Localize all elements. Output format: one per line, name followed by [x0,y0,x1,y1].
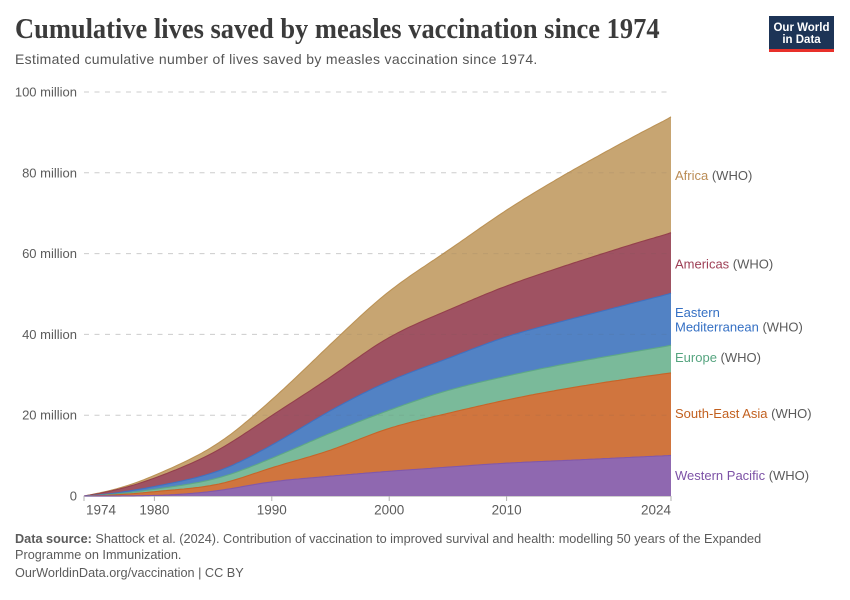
svg-text:100 million: 100 million [15,85,77,100]
svg-text:Americas (WHO): Americas (WHO) [675,257,773,272]
svg-text:0: 0 [70,489,77,504]
svg-text:Europe (WHO): Europe (WHO) [675,350,761,365]
svg-text:Western Pacific (WHO): Western Pacific (WHO) [675,468,809,483]
svg-text:1980: 1980 [139,503,169,518]
svg-text:80 million: 80 million [22,165,77,180]
svg-text:2000: 2000 [374,503,404,518]
svg-text:1990: 1990 [257,503,287,518]
svg-text:1974: 1974 [86,503,117,518]
svg-text:Mediterranean (WHO): Mediterranean (WHO) [675,320,803,335]
svg-text:Eastern: Eastern [675,305,720,320]
svg-text:60 million: 60 million [22,246,77,261]
svg-text:South-East Asia (WHO): South-East Asia (WHO) [675,406,812,421]
svg-text:2024: 2024 [641,503,672,518]
svg-text:2010: 2010 [492,503,522,518]
svg-text:20 million: 20 million [22,408,77,423]
svg-text:40 million: 40 million [22,327,77,342]
svg-text:Africa (WHO): Africa (WHO) [675,168,752,183]
